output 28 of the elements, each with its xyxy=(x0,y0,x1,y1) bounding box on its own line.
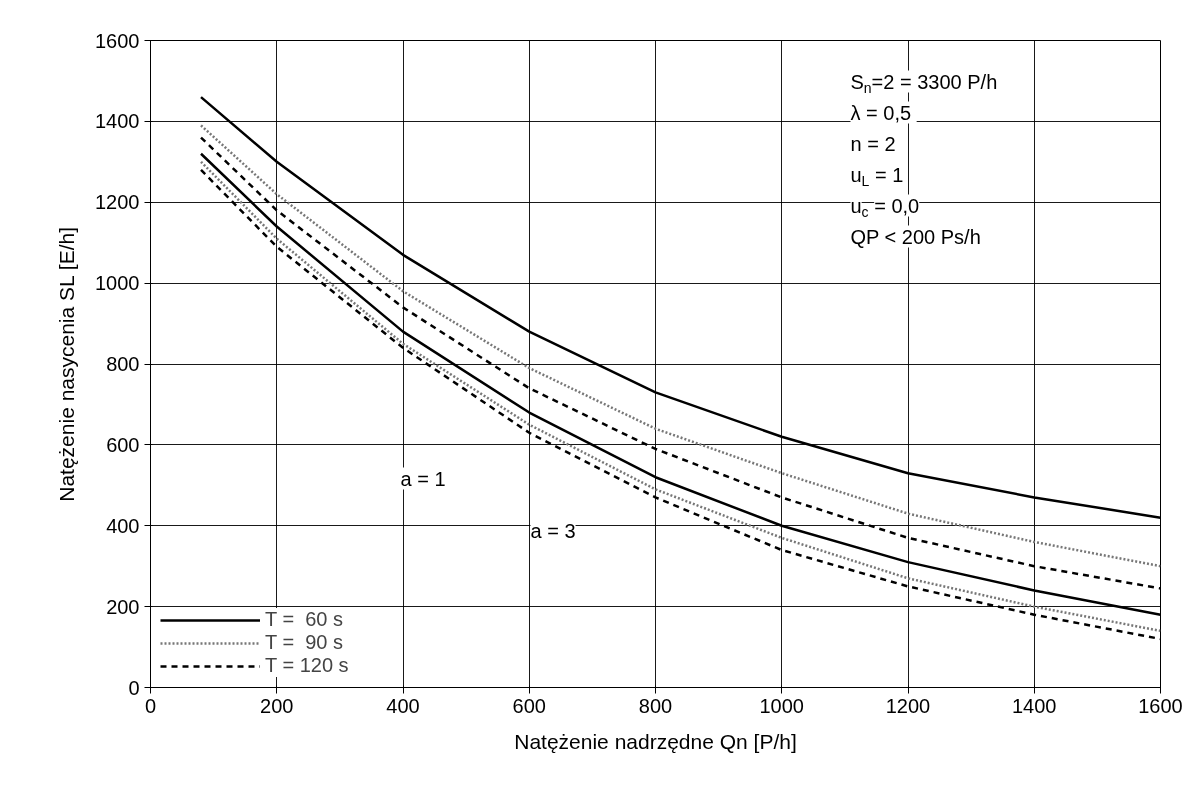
x-tick-label: 0 xyxy=(144,694,157,717)
x-axis-title: Natężenie nadrzędne Qn [P/h] xyxy=(514,729,797,753)
y-tick-label: 400 xyxy=(106,514,140,537)
annotation: n = 2 xyxy=(850,132,896,155)
y-tick-label: 200 xyxy=(106,595,140,618)
y-axis-title: Natężenie nasycenia SL [E/h] xyxy=(55,227,79,502)
x-tick-label: 1400 xyxy=(1012,694,1057,717)
y-tick-label: 800 xyxy=(106,353,140,375)
annotation: QP < 200 Ps/h xyxy=(850,225,981,248)
legend-label: T = 120 s xyxy=(265,654,349,677)
x-tick-label: 600 xyxy=(512,694,546,717)
y-tick-label: 600 xyxy=(106,433,140,456)
x-tick-label: 1600 xyxy=(1138,694,1183,717)
annotation: a = 3 xyxy=(530,519,576,542)
x-tick-label: 1000 xyxy=(759,694,804,717)
legend-label: T = 90 s xyxy=(265,631,344,654)
y-tick-label: 1600 xyxy=(95,29,140,52)
x-tick-label: 400 xyxy=(386,694,420,717)
x-tick-label: 800 xyxy=(638,694,673,717)
x-tick-label: 200 xyxy=(260,694,294,717)
y-tick-label: 0 xyxy=(128,676,140,699)
annotation: λ = 0,5 xyxy=(850,101,912,124)
legend-label: T = 60 s xyxy=(265,608,344,631)
y-tick-label: 1400 xyxy=(95,110,140,133)
x-tick-label: 1200 xyxy=(885,694,931,717)
annotation: a = 1 xyxy=(400,467,446,490)
y-tick-label: 1200 xyxy=(95,191,140,214)
y-tick-label: 1000 xyxy=(95,272,140,295)
